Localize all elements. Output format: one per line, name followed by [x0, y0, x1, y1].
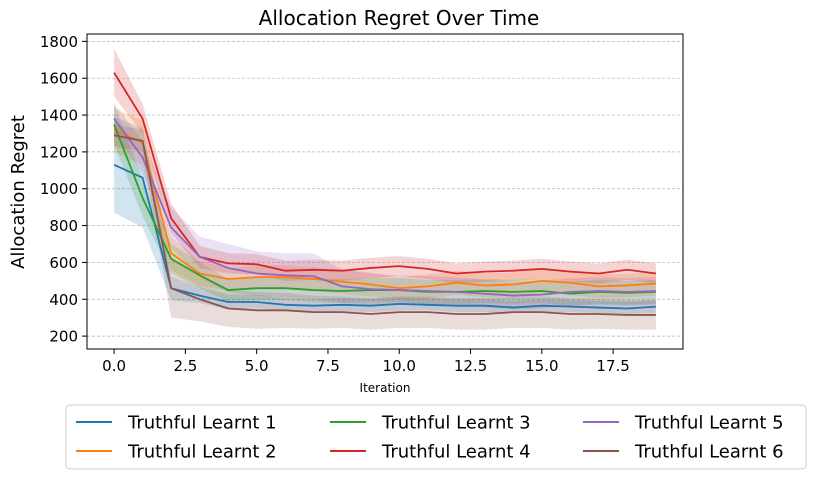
- legend-frame: [65, 404, 807, 470]
- legend-entry-5: Truthful Learnt 5: [583, 413, 784, 434]
- series-line-2: [113, 128, 656, 290]
- y-axis-label: Allocation Regret: [8, 115, 29, 269]
- x-tick-label: 7.5: [316, 357, 340, 375]
- plot-frame: [86, 33, 684, 350]
- x-axis-label: Iteration: [360, 381, 411, 395]
- legend-label: Truthful Learnt 3: [381, 413, 531, 434]
- y-tick-label: 1800: [40, 33, 78, 51]
- legend-entry-3: Truthful Learnt 3: [330, 413, 531, 434]
- confidence-bands: [114, 48, 656, 330]
- x-tick-label: 5.0: [245, 357, 269, 375]
- y-tick-label: 600: [49, 254, 78, 272]
- x-tick-label: 17.5: [596, 357, 629, 375]
- legend: Truthful Learnt 1 Truthful Learnt 2 Truthf…: [65, 404, 807, 470]
- x-tick-label: 12.5: [454, 357, 487, 375]
- y-tick-label: 800: [49, 217, 78, 235]
- confidence-band-6: [114, 124, 656, 330]
- y-tick-label: 400: [49, 291, 78, 309]
- y-tick-label: 200: [49, 328, 78, 346]
- series-line-1: [113, 163, 656, 310]
- legend-entry-2: Truthful Learnt 2: [76, 442, 277, 463]
- chart-title: Allocation Regret Over Time: [259, 6, 540, 30]
- legend-label: Truthful Learnt 5: [634, 413, 784, 434]
- legend-label: Truthful Learnt 1: [127, 413, 277, 434]
- grid-layer: [87, 41, 683, 337]
- confidence-band-5: [114, 104, 656, 310]
- legend-label: Truthful Learnt 4: [381, 442, 531, 463]
- y-tick-label: 1600: [40, 70, 78, 88]
- legend-label: Truthful Learnt 6: [634, 442, 784, 463]
- series-lines: [113, 72, 657, 316]
- x-tick-label: 2.5: [173, 357, 197, 375]
- legend-label: Truthful Learnt 2: [127, 442, 277, 463]
- y-tick-label: 1400: [40, 107, 78, 125]
- legend-entry-4: Truthful Learnt 4: [330, 442, 531, 463]
- x-ticks: 0.0 2.5 5.0 7.5 10.0 12.5 15.0 17.5: [102, 349, 630, 375]
- series-line-5: [113, 118, 656, 297]
- y-ticks: 200 400 600 800 1000 1200 1400 1600 1800: [40, 33, 87, 346]
- y-tick-label: 1200: [40, 143, 78, 161]
- legend-entry-6: Truthful Learnt 6: [583, 442, 784, 463]
- y-tick-label: 1000: [40, 180, 78, 198]
- series-line-6: [113, 134, 656, 316]
- x-tick-label: 0.0: [102, 357, 126, 375]
- x-tick-label: 15.0: [525, 357, 558, 375]
- x-tick-label: 10.0: [383, 357, 416, 375]
- legend-entry-1: Truthful Learnt 1: [76, 413, 277, 434]
- confidence-band-2: [114, 107, 656, 300]
